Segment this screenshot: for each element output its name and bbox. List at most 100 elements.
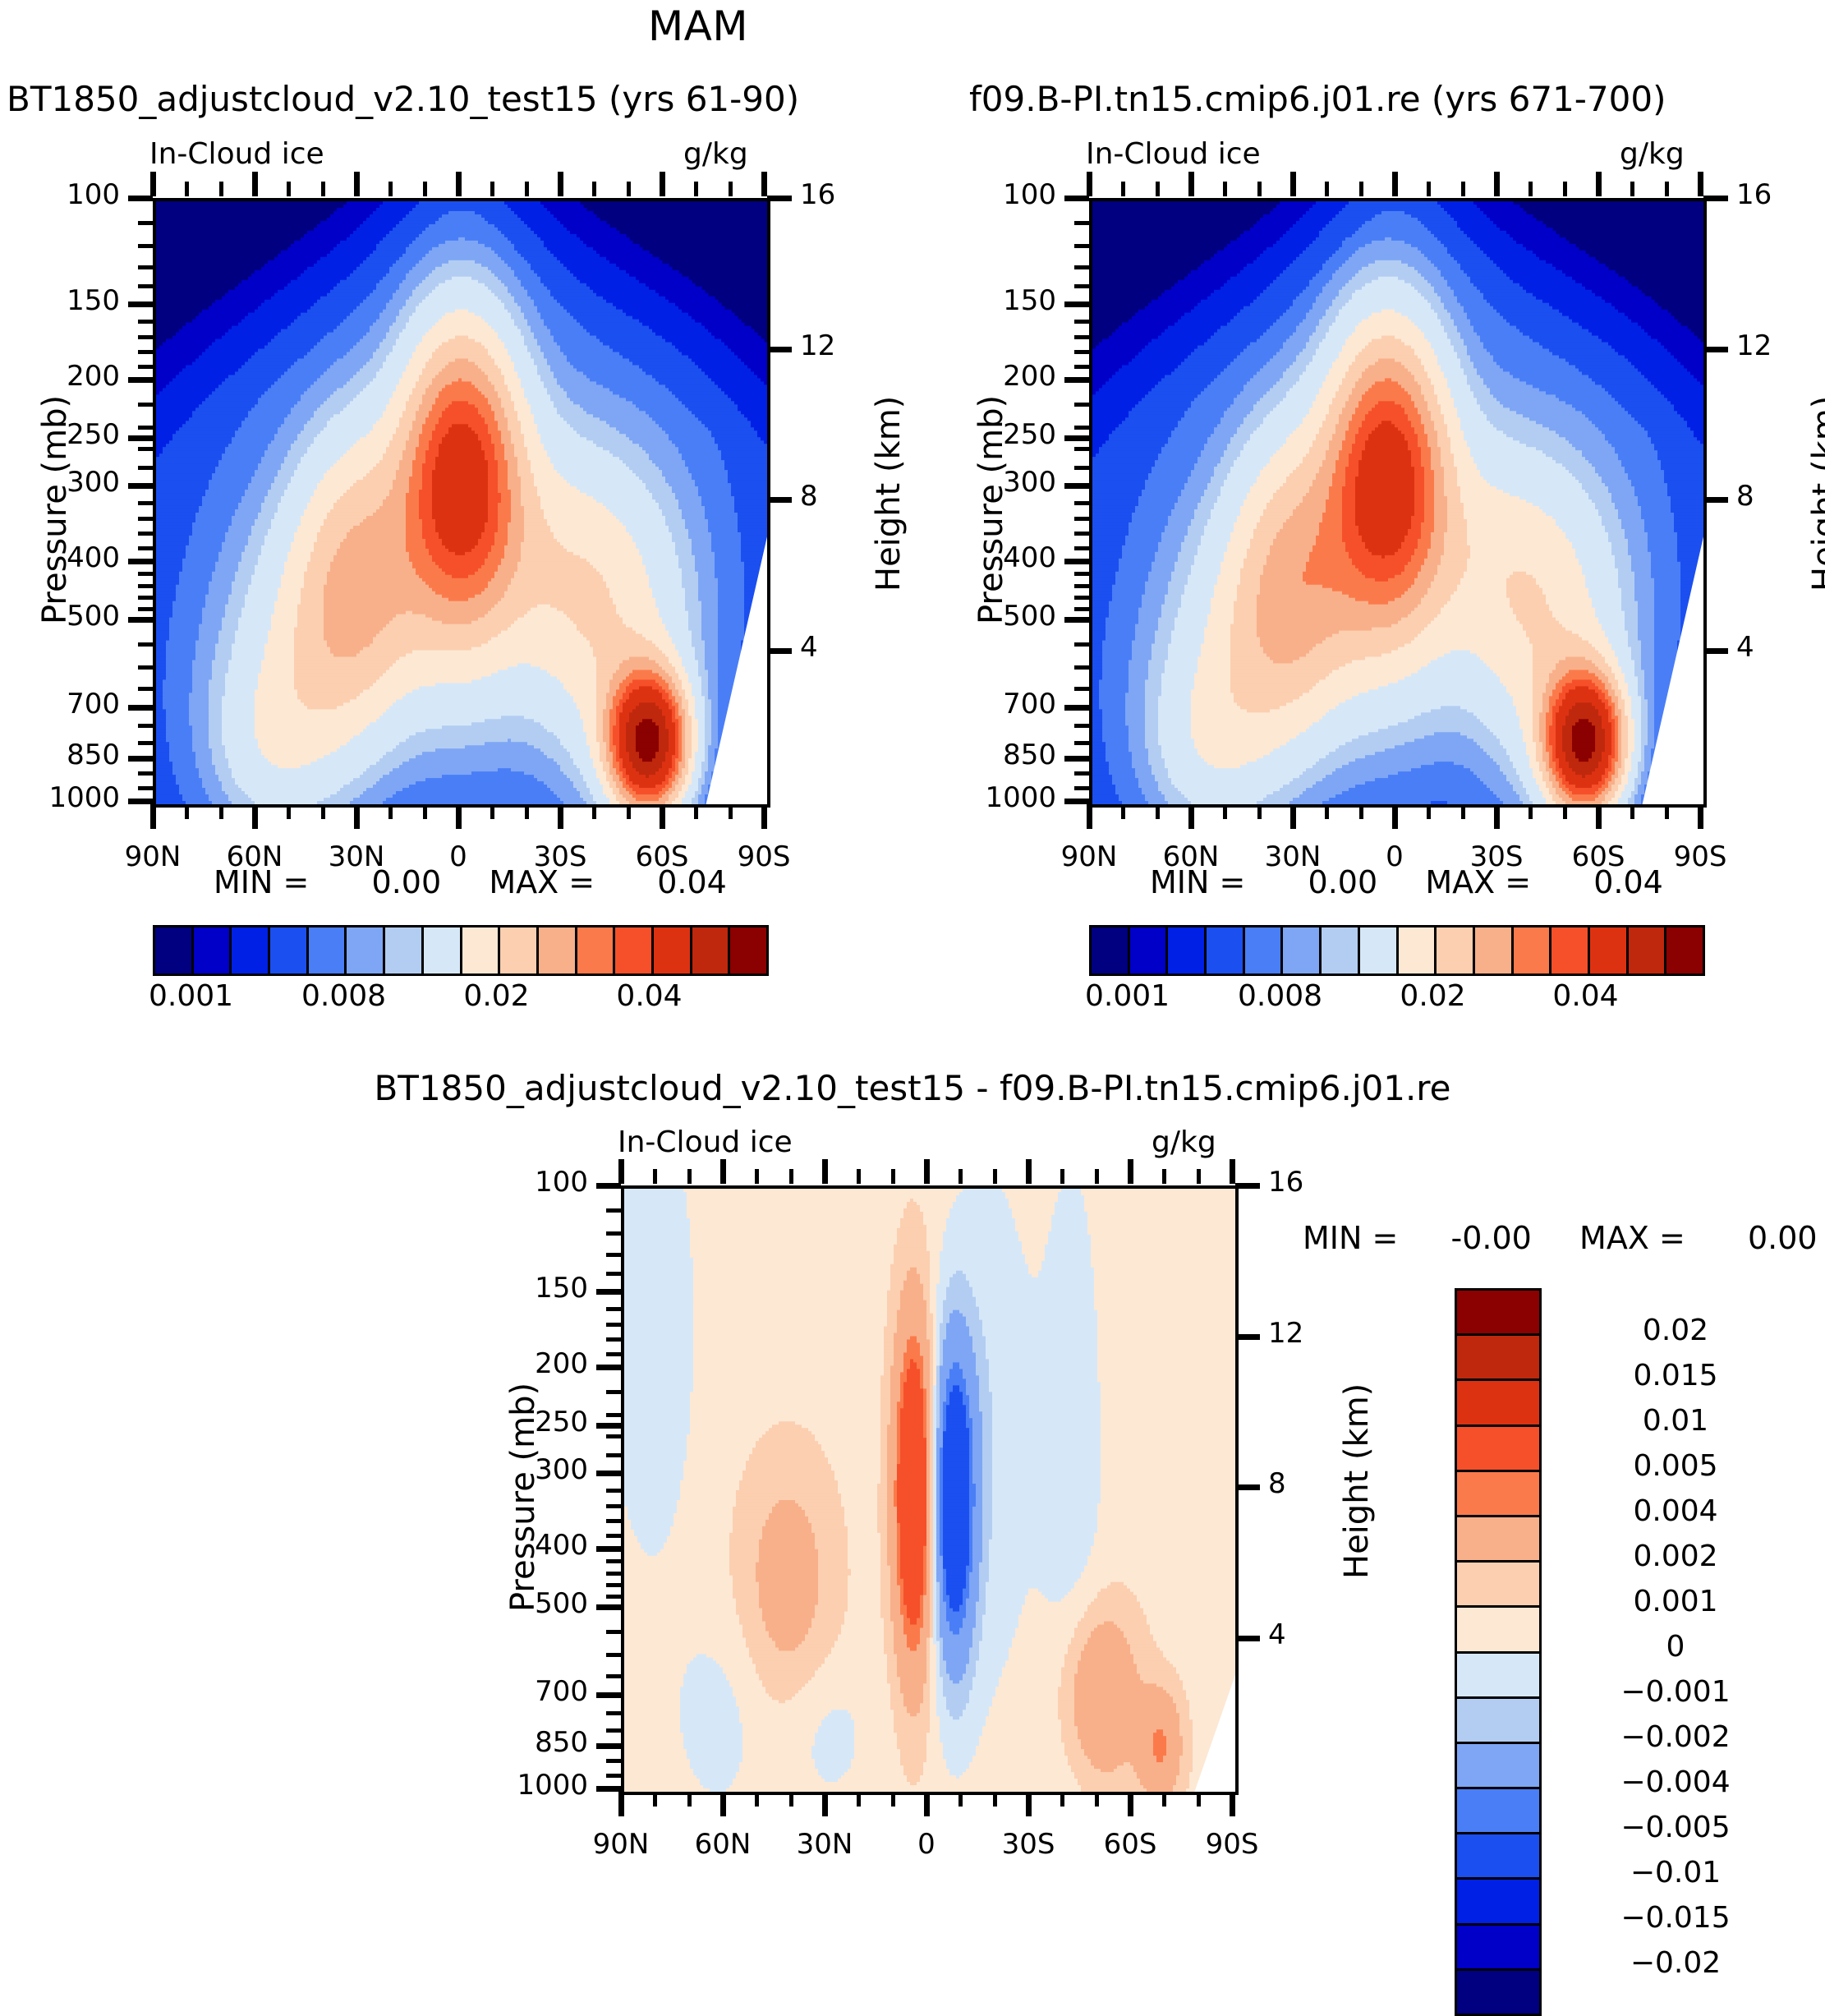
pressure-minor-tick [138,284,153,288]
latitude-minor-tick [958,1169,963,1184]
latitude-tick [1128,1792,1133,1816]
colorbar-swatch[interactable] [1457,1699,1539,1744]
colorbar-swatch[interactable] [1168,927,1207,973]
colorbar-swatch[interactable] [1283,927,1322,973]
pressure-minor-tick [1074,265,1089,269]
colorbar-swatch[interactable] [270,927,309,973]
colorbar-swatch[interactable] [1457,1291,1539,1336]
pressure-minor-tick [138,244,153,248]
pressure-tick [128,196,153,201]
left-panel-max-text: MAX = [489,864,595,900]
pressure-minor-tick [606,1759,621,1763]
colorbar-swatch[interactable] [1551,927,1590,973]
latitude-tick [456,804,462,829]
latitude-tick [761,804,767,829]
pressure-minor-tick [606,1583,621,1587]
pressure-minor-tick [138,687,153,691]
colorbar-level-label: −0.02 [1561,1946,1791,1980]
colorbar-swatch[interactable] [1457,1381,1539,1426]
colorbar-swatch[interactable] [1457,1563,1539,1608]
colorbar-swatch[interactable] [1457,1654,1539,1699]
colorbar-swatch[interactable] [1457,1608,1539,1653]
colorbar-level-label: 0.02 [1561,1314,1791,1347]
colorbar-swatch[interactable] [1666,927,1703,973]
colorbar-swatch[interactable] [615,927,654,973]
right-panel-variable-label: In-Cloud ice [1086,137,1261,171]
colorbar-swatch[interactable] [424,927,462,973]
height-tick [1703,347,1728,352]
colorbar-swatch[interactable] [1457,1789,1539,1834]
pressure-minor-tick [1074,786,1089,790]
pressure-tick-label: 500 [933,600,1056,633]
colorbar-swatch[interactable] [309,927,347,973]
colorbar-level-label: 0.015 [1561,1359,1791,1392]
figure-season-title: MAM [0,2,1396,50]
pressure-tick-label: 100 [465,1166,588,1199]
left-panel-colorbar[interactable] [153,925,769,976]
latitude-minor-tick [1162,1792,1166,1807]
colorbar-swatch[interactable] [155,927,194,973]
diff-panel-vertical-colorbar[interactable] [1455,1288,1542,2016]
pressure-tick-label: 200 [0,360,120,393]
colorbar-swatch[interactable] [1360,927,1399,973]
colorbar-swatch[interactable] [1092,927,1130,973]
colorbar-swatch[interactable] [1457,1880,1539,1925]
colorbar-swatch[interactable] [654,927,692,973]
pressure-tick-label: 150 [933,284,1056,317]
colorbar-swatch[interactable] [1457,1336,1539,1381]
right-panel-colorbar[interactable] [1089,925,1705,976]
colorbar-swatch[interactable] [1207,927,1245,973]
colorbar-swatch[interactable] [1629,927,1667,973]
colorbar-swatch[interactable] [1590,927,1629,973]
colorbar-swatch[interactable] [1457,1926,1539,1971]
colorbar-swatch[interactable] [462,927,501,973]
pressure-tick-label: 200 [933,360,1056,393]
pressure-tick [128,559,153,564]
latitude-tick [1290,804,1296,829]
pressure-tick [1064,705,1089,711]
height-tick-label: 16 [1268,1166,1342,1199]
latitude-tick-top [354,172,360,196]
pressure-minor-tick [606,1453,621,1457]
latitude-tick-top [1290,172,1296,196]
colorbar-swatch[interactable] [1457,1472,1539,1517]
pressure-minor-tick [606,1653,621,1657]
pressure-tick-label: 250 [465,1406,588,1438]
colorbar-swatch[interactable] [1457,1971,1539,2014]
colorbar-swatch[interactable] [692,927,731,973]
latitude-tick-label: 90S [1166,1828,1298,1861]
colorbar-swatch[interactable] [1457,1427,1539,1472]
colorbar-swatch[interactable] [194,927,232,973]
colorbar-swatch[interactable] [1457,1517,1539,1563]
latitude-minor-tick [1121,804,1125,819]
pressure-minor-tick [1074,517,1089,521]
colorbar-swatch[interactable] [1399,927,1437,973]
pressure-minor-tick [1074,596,1089,600]
colorbar-swatch[interactable] [347,927,385,973]
colorbar-swatch[interactable] [1130,927,1169,973]
colorbar-swatch[interactable] [385,927,424,973]
latitude-minor-tick [423,804,427,819]
colorbar-swatch[interactable] [730,927,766,973]
colorbar-swatch[interactable] [500,927,539,973]
latitude-minor-tick [694,182,698,196]
diff-panel-min-value: -0.00 [1451,1220,1532,1256]
latitude-minor-tick [789,1169,793,1184]
colorbar-swatch[interactable] [539,927,577,973]
pressure-tick-label: 300 [0,466,120,499]
colorbar-swatch[interactable] [232,927,270,973]
latitude-minor-tick [1427,182,1431,196]
diff-panel-units-label: g/kg [1152,1125,1216,1159]
latitude-minor-tick [1257,804,1262,819]
colorbar-swatch[interactable] [1437,927,1475,973]
pressure-tick [1064,435,1089,441]
colorbar-swatch[interactable] [577,927,616,973]
colorbar-swatch[interactable] [1514,927,1552,973]
colorbar-swatch[interactable] [1322,927,1360,973]
colorbar-swatch[interactable] [1245,927,1284,973]
colorbar-swatch[interactable] [1475,927,1514,973]
latitude-minor-tick [891,1169,895,1184]
height-tick-label: 8 [1268,1467,1342,1500]
colorbar-swatch[interactable] [1457,1744,1539,1789]
left-panel-min-text: MIN = [214,864,309,900]
